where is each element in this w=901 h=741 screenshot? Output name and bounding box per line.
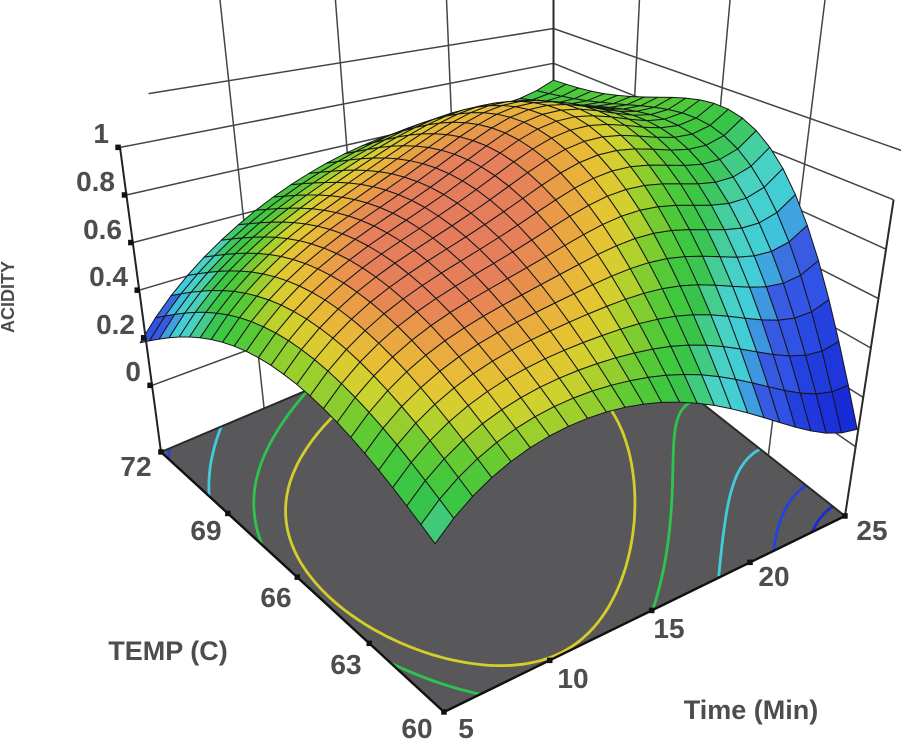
svg-text:0: 0 — [125, 356, 141, 387]
svg-text:0.8: 0.8 — [76, 166, 115, 197]
svg-text:0.4: 0.4 — [89, 261, 128, 292]
svg-text:15: 15 — [653, 613, 684, 644]
svg-text:5: 5 — [458, 713, 474, 741]
svg-text:60: 60 — [401, 713, 432, 741]
svg-text:1: 1 — [93, 118, 109, 149]
svg-text:TEMP (C): TEMP (C) — [108, 636, 228, 666]
svg-text:Time (Min): Time (Min) — [684, 695, 819, 725]
svg-text:66: 66 — [260, 582, 291, 613]
svg-text:25: 25 — [856, 515, 887, 546]
svg-text:ACIDITY: ACIDITY — [0, 261, 18, 333]
svg-text:0.6: 0.6 — [83, 214, 122, 245]
svg-text:10: 10 — [557, 663, 588, 694]
svg-text:20: 20 — [758, 561, 789, 592]
svg-text:69: 69 — [190, 515, 221, 546]
svg-text:63: 63 — [330, 649, 361, 680]
svg-text:72: 72 — [120, 451, 151, 482]
svg-text:0.2: 0.2 — [96, 309, 135, 340]
